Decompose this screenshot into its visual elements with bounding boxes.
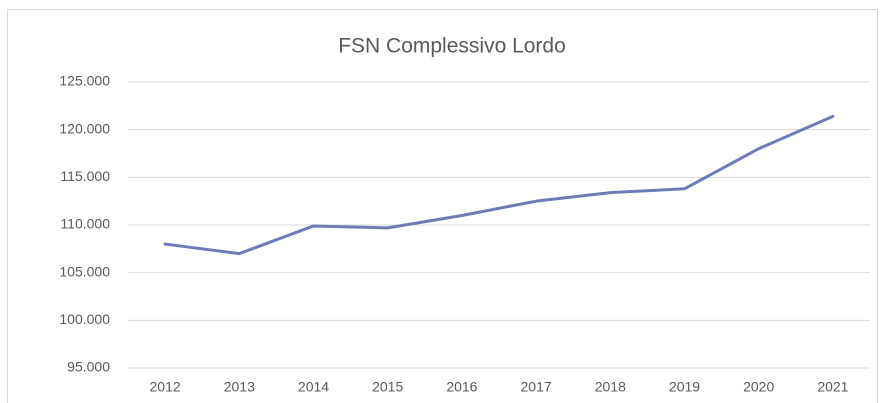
chart-title: FSN Complessivo Lordo bbox=[338, 35, 566, 58]
x-tick-label: 2014 bbox=[298, 379, 329, 395]
x-tick-label: 2018 bbox=[595, 379, 626, 395]
x-tick-label: 2017 bbox=[521, 379, 552, 395]
chart-border bbox=[7, 9, 878, 403]
x-tick-label: 2013 bbox=[224, 379, 255, 395]
y-tick-label: 115.000 bbox=[60, 168, 110, 184]
y-tick-label: 95.000 bbox=[67, 359, 110, 375]
x-tick-label: 2019 bbox=[669, 379, 700, 395]
y-tick-label: 120.000 bbox=[59, 120, 110, 136]
y-tick-label: 100.000 bbox=[59, 311, 110, 327]
y-tick-label: 105.000 bbox=[59, 263, 110, 279]
x-tick-label: 2012 bbox=[150, 379, 181, 395]
x-tick-label: 2016 bbox=[446, 379, 477, 395]
y-tick-label: 125.000 bbox=[59, 73, 110, 89]
data-line bbox=[163, 114, 835, 256]
x-tick-label: 2021 bbox=[817, 379, 848, 395]
x-tick-label: 2015 bbox=[372, 379, 403, 395]
y-tick-label: 110.000 bbox=[60, 216, 110, 232]
x-tick-label: 2020 bbox=[743, 379, 774, 395]
